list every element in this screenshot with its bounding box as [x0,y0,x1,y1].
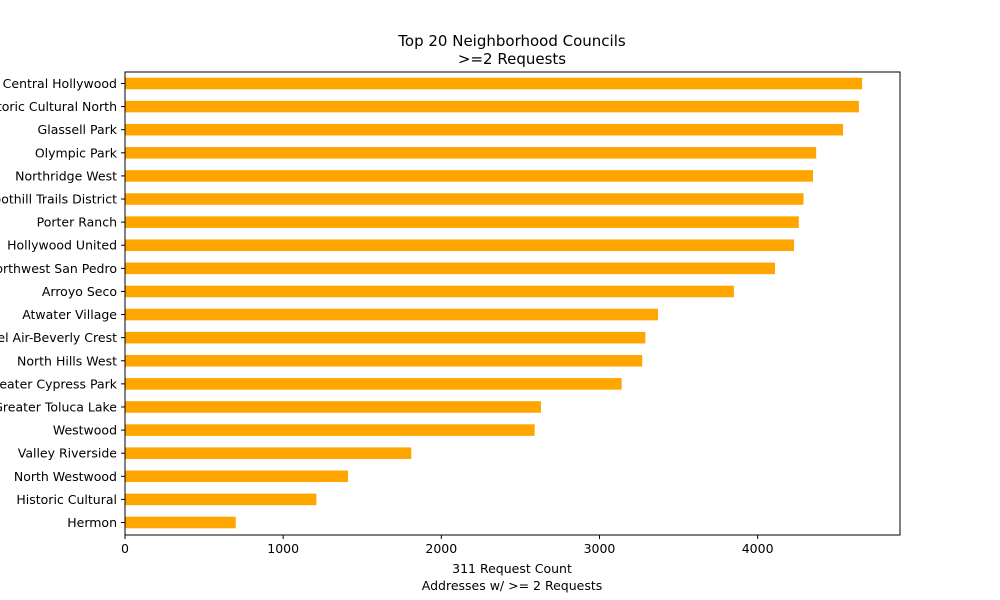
y-tick-label: North Westwood [14,469,117,484]
bar [125,331,646,344]
y-tick-label: Porter Ranch [37,215,117,230]
bar [125,308,659,321]
y-tick-label: Hollywood United [7,238,117,253]
bar [125,493,317,506]
y-tick-label: North Hills West [17,353,117,368]
x-tick-label: 0 [121,541,129,556]
plot-frame [124,71,901,536]
bar [125,193,804,205]
x-tick-label: 1000 [267,541,299,556]
bar [125,77,863,90]
y-tick-label: Foothill Trails District [0,192,117,207]
bar [125,100,859,113]
x-axis-label: 311 Request Count [452,561,572,576]
x-axis-label-secondary: Addresses w/ >= 2 Requests [422,578,603,593]
bar [125,285,734,298]
bar [125,354,643,367]
y-tick-label: Greater Toluca Lake [0,399,117,414]
x-tick-label: 3000 [584,541,616,556]
bar [125,378,622,390]
y-tick-label: Olympic Park [35,145,118,160]
y-tick-label: Bel Air-Beverly Crest [0,330,117,345]
y-tick-label: Valley Riverside [18,446,118,461]
chart-title: Top 20 Neighborhood Councils [397,32,626,50]
y-tick-label: Atwater Village [22,307,117,322]
y-tick-label: Northwest San Pedro [0,261,117,276]
x-tick-label: 2000 [425,541,457,556]
bar [125,262,776,275]
bar [125,424,535,436]
y-tick-label: Greater Cypress Park [0,376,118,391]
bar [125,147,817,159]
y-tick-label: Westwood [53,423,117,438]
y-tick-label: Central Hollywood [3,76,117,91]
x-tick-label: 4000 [742,541,774,556]
y-tick-label: Arroyo Seco [42,284,117,299]
y-tick-label: Historic Cultural North [0,99,117,114]
bar [125,239,795,252]
bar [125,216,799,228]
bar [125,401,541,413]
bar [125,516,236,529]
y-tick-label: Glassell Park [38,122,118,137]
bar [125,123,844,136]
y-tick-label: Hermon [67,515,117,530]
bar [125,170,814,182]
y-tick-label: Northridge West [15,168,117,183]
bar [125,447,412,459]
chart-subtitle: >=2 Requests [458,50,566,68]
bar [125,470,349,483]
y-tick-label: Historic Cultural [16,492,117,507]
